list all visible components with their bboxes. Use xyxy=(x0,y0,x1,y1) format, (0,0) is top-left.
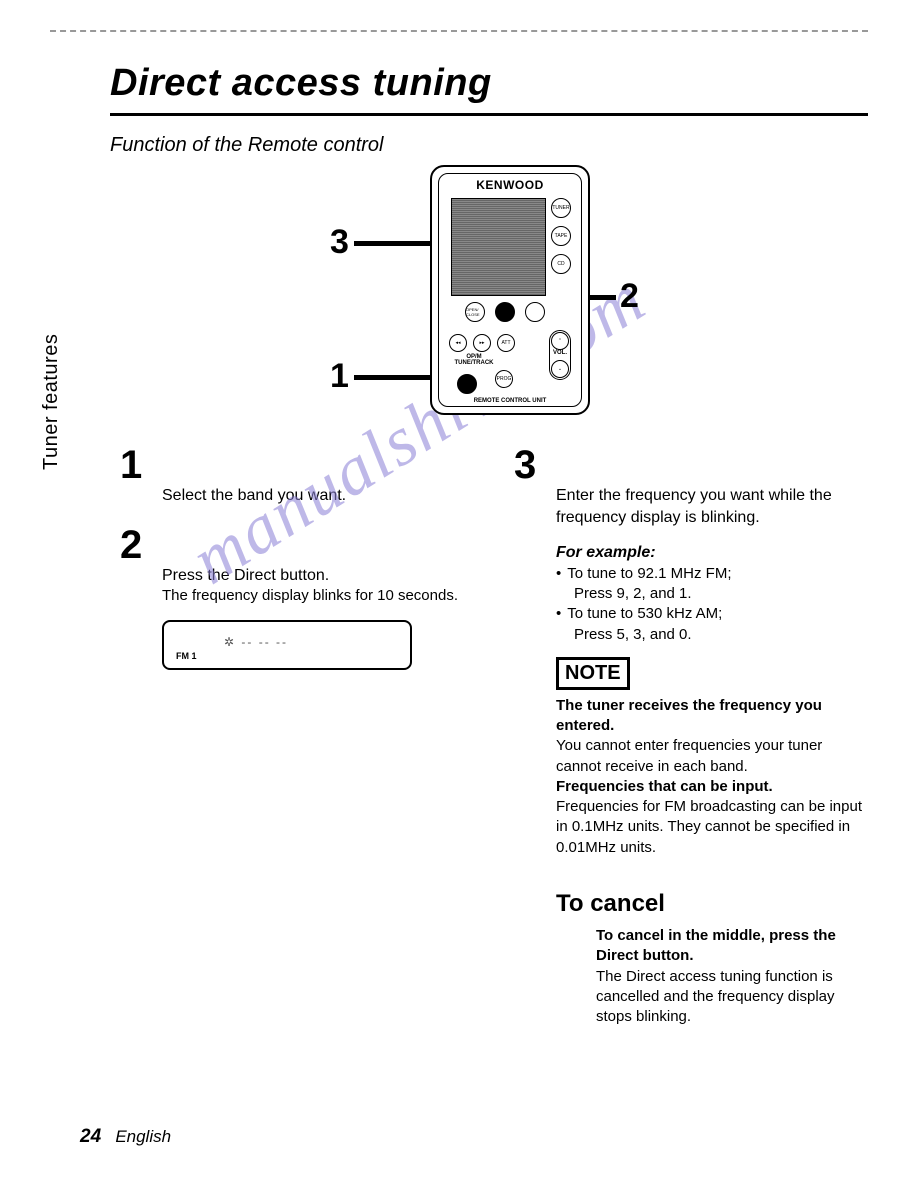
callout-3-num: 3 xyxy=(330,223,349,262)
bullet-dot-icon: • xyxy=(556,604,561,624)
note-label: NOTE xyxy=(556,657,630,690)
example-2b: Press 5, 3, and 0. xyxy=(574,625,868,645)
note-text: The tuner receives the frequency you ent… xyxy=(556,696,868,858)
right-column: 3 Enter the frequency you want while the… xyxy=(514,445,868,1027)
remote-btn-black-2 xyxy=(457,374,477,394)
cancel-l1: To cancel in the middle, press the Direc… xyxy=(596,927,836,964)
side-section-label: Tuner features xyxy=(40,334,63,470)
remote-btn-cd: CD xyxy=(551,254,571,274)
example-2: • To tune to 530 kHz AM; xyxy=(556,604,868,624)
remote-btn-tuner: TUNER xyxy=(551,198,571,218)
content-columns: 1 Select the band you want. 2 Press the … xyxy=(120,445,868,1027)
cancel-body: To cancel in the middle, press the Direc… xyxy=(596,926,868,1027)
page-title: Direct access tuning xyxy=(110,62,868,105)
callout-1-num: 1 xyxy=(330,357,349,396)
for-example-label: For example: xyxy=(556,542,868,564)
remote-vol-up-icon: ⌃ xyxy=(551,332,569,350)
remote-outline: KENWOOD TUNER TAPE CD OPEN/ CLOSE ◂◂ ▸▸ … xyxy=(430,165,590,415)
remote-btn-tape: TAPE xyxy=(551,226,571,246)
remote-label-tune: OP/M TUNE/TRACK xyxy=(449,354,499,366)
step-2-num: 2 xyxy=(120,525,474,565)
note-l3: Frequencies that can be input. xyxy=(556,778,773,795)
note-l2: You cannot enter frequencies your tuner … xyxy=(556,737,822,774)
remote-brand: KENWOOD xyxy=(439,178,581,192)
remote-btn-black-1 xyxy=(495,302,515,322)
page-language: English xyxy=(115,1127,171,1146)
cancel-title: To cancel xyxy=(556,888,868,920)
left-column: 1 Select the band you want. 2 Press the … xyxy=(120,445,474,1027)
note-l4: Frequencies for FM broadcasting can be i… xyxy=(556,798,862,856)
step-3-text: Enter the frequency you want while the f… xyxy=(556,485,868,528)
step-2-sub: The frequency display blinks for 10 seco… xyxy=(162,586,474,606)
note-l1: The tuner receives the frequency you ent… xyxy=(556,697,822,734)
display-fm-label: FM 1 xyxy=(176,650,197,662)
remote-btn-power xyxy=(525,302,545,322)
page-number: 24 xyxy=(80,1126,101,1147)
step-1-num: 1 xyxy=(120,445,474,485)
frequency-display-box: ✲ -- -- -- FM 1 xyxy=(162,620,412,670)
remote-btn-prev: ◂◂ xyxy=(449,334,467,352)
bullet-dot-icon: • xyxy=(556,564,561,584)
title-rule xyxy=(110,113,868,116)
remote-btn-att: ATT xyxy=(497,334,515,352)
step-2-head: Press the Direct button. xyxy=(162,565,474,587)
example-1a: To tune to 92.1 MHz FM; xyxy=(567,564,731,584)
remote-footer: REMOTE CONTROL UNIT xyxy=(439,398,581,404)
step-3-num: 3 xyxy=(514,445,868,485)
step-2-body: Press the Direct button. The frequency d… xyxy=(162,565,474,671)
remote-screen xyxy=(451,198,546,296)
top-dashed-rule xyxy=(50,30,868,32)
example-1: • To tune to 92.1 MHz FM; xyxy=(556,564,868,584)
callout-2-num: 2 xyxy=(620,277,639,316)
example-1b: Press 9, 2, and 1. xyxy=(574,584,868,604)
remote-label-vol: VOL. xyxy=(547,350,573,356)
remote-inner: KENWOOD TUNER TAPE CD OPEN/ CLOSE ◂◂ ▸▸ … xyxy=(438,173,582,407)
remote-btn-next: ▸▸ xyxy=(473,334,491,352)
cancel-l2: The Direct access tuning function is can… xyxy=(596,968,835,1026)
step-1-text: Select the band you want. xyxy=(162,485,474,507)
remote-vol-down-icon: ⌄ xyxy=(551,360,569,378)
remote-diagram: 3 2 1 KENWOOD TUNER TAPE CD OPEN/ CLOSE … xyxy=(230,165,870,425)
display-blink-icon: ✲ -- -- -- xyxy=(224,634,288,650)
example-2a: To tune to 530 kHz AM; xyxy=(567,604,722,624)
step-3-body: Enter the frequency you want while the f… xyxy=(556,485,868,1027)
page-subtitle: Function of the Remote control xyxy=(110,134,868,157)
remote-btn-open-close: OPEN/ CLOSE xyxy=(465,302,485,322)
page-footer: 24 English xyxy=(80,1126,171,1148)
remote-btn-prog: PROG xyxy=(495,370,513,388)
